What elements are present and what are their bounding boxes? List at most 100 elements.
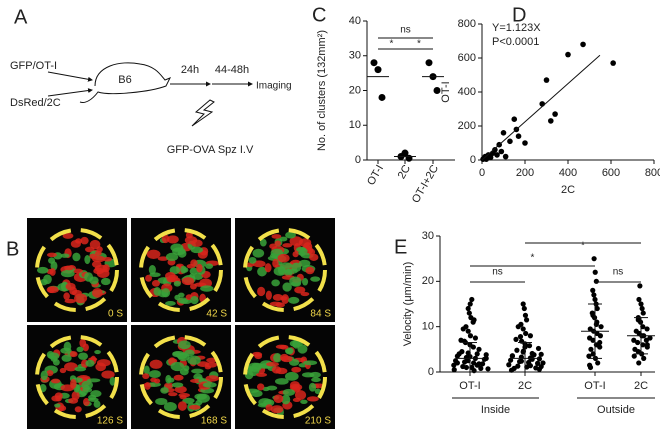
cell: [146, 249, 161, 259]
data-point: [514, 347, 520, 353]
data-point: [595, 360, 601, 366]
cell: [305, 266, 315, 275]
panel-label: A: [14, 6, 28, 28]
outcome-label: Imaging: [256, 81, 292, 92]
cell: [149, 359, 163, 369]
data-point: [536, 356, 543, 362]
cell: [289, 236, 303, 247]
cell: [303, 360, 318, 366]
x-tick-label: 2C: [518, 380, 532, 392]
data-point: [483, 355, 489, 361]
cell: [190, 259, 198, 267]
cell: [177, 352, 190, 362]
data-point: [636, 360, 642, 366]
cell: [70, 378, 77, 389]
cell: [274, 240, 282, 247]
significance-label: *: [390, 39, 394, 50]
data-point: [636, 296, 642, 303]
cell: [151, 280, 160, 287]
cell: [43, 274, 52, 285]
cell: [281, 294, 290, 304]
cell: [178, 340, 191, 350]
data-point: [587, 335, 593, 341]
input-label: DsRed/2C: [10, 97, 61, 109]
cell: [54, 403, 61, 408]
data-point: [590, 312, 596, 318]
micrographs: 0 S 42 S 84 S 126 S 168 S 210 S: [27, 218, 335, 429]
data-point: [454, 360, 460, 366]
data-point: [515, 133, 522, 139]
cell: [306, 396, 319, 402]
data-point: [405, 154, 413, 162]
cell: [180, 265, 187, 274]
cell: [292, 251, 299, 258]
cell: [277, 253, 290, 263]
data-point: [485, 366, 491, 372]
cell: [196, 263, 203, 273]
cell: [78, 352, 89, 360]
data-point: [590, 287, 596, 293]
significance-label: ns: [613, 267, 624, 278]
cell: [296, 246, 307, 253]
data-point: [565, 51, 571, 58]
cluster-outline: [35, 228, 119, 312]
cell: [282, 388, 295, 396]
cell: [189, 267, 199, 275]
cell: [63, 292, 70, 301]
cell: [282, 243, 293, 248]
data-point: [508, 357, 514, 363]
cell: [200, 285, 214, 292]
cluster-outline: [139, 228, 223, 312]
data-point: [515, 324, 521, 330]
cell: [142, 373, 150, 380]
cell: [197, 361, 210, 367]
data-point: [467, 333, 474, 339]
injection-label: GFP-OVA Spz I.V: [167, 144, 254, 156]
cell: [294, 390, 307, 400]
data-point: [433, 87, 441, 94]
cell: [61, 354, 72, 362]
group-label: Outside: [597, 404, 635, 416]
data-point: [520, 326, 526, 332]
cell: [52, 358, 60, 366]
arrow: [47, 88, 93, 97]
data-point: [597, 339, 603, 346]
cell: [85, 359, 95, 367]
cell: [48, 257, 56, 264]
significance-label: *: [581, 241, 585, 252]
x-tick-label: OT-I: [459, 380, 480, 392]
cell: [291, 262, 302, 272]
group-label: Inside: [481, 404, 510, 416]
input-label: GFP/OT-I: [10, 60, 57, 72]
cell: [291, 366, 302, 373]
cell: [300, 291, 310, 297]
timestamp: 126 S: [97, 416, 123, 427]
cell: [284, 268, 293, 278]
data-point: [425, 59, 433, 67]
y-tick-label: 400: [458, 86, 476, 98]
cell: [82, 343, 89, 352]
cell: [65, 282, 76, 291]
data-point: [526, 343, 533, 349]
cell: [89, 276, 99, 285]
data-point: [463, 364, 469, 371]
cell: [46, 252, 57, 258]
data-point: [520, 301, 526, 307]
cell: [309, 253, 319, 261]
data-point: [480, 361, 486, 367]
data-point: [632, 346, 638, 352]
cell: [265, 290, 272, 301]
cell: [272, 258, 279, 268]
x-tick-label: 800: [645, 167, 660, 179]
cell: [184, 236, 198, 245]
data-point: [538, 351, 544, 357]
timestamp: 0 S: [108, 309, 123, 320]
arrow: [47, 71, 93, 82]
cell: [171, 382, 184, 388]
cell: [202, 382, 217, 388]
data-point: [378, 93, 386, 101]
cell: [273, 353, 282, 363]
cluster-outline: [243, 228, 327, 312]
cell: [100, 277, 111, 286]
cell: [93, 400, 101, 408]
